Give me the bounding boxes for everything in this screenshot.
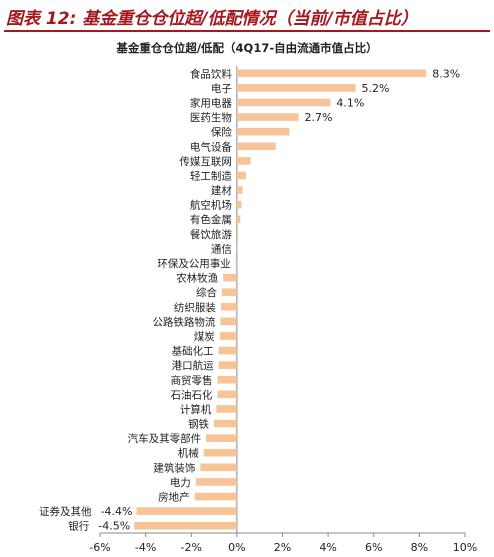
category-label: 家用电器 bbox=[190, 96, 232, 109]
bar bbox=[219, 332, 237, 340]
bar bbox=[236, 142, 276, 151]
category-label: 传媒互联网 bbox=[179, 155, 232, 168]
bar bbox=[223, 273, 237, 282]
category-label: 钢铁 bbox=[188, 418, 209, 431]
bar bbox=[218, 361, 237, 369]
x-tick-label: -4% bbox=[135, 541, 156, 554]
bar bbox=[203, 448, 237, 457]
bar bbox=[236, 200, 242, 209]
category-label: 商贸零售 bbox=[170, 374, 212, 387]
bar bbox=[134, 521, 237, 530]
category-label: 基础化工 bbox=[172, 345, 214, 358]
chart-title: 基金重仓仓位超/低配（4Q17-自由流通市值占比） bbox=[116, 41, 378, 55]
bar bbox=[235, 259, 237, 267]
bar bbox=[214, 419, 237, 428]
data-label: 8.3% bbox=[432, 67, 460, 80]
category-label: 电力 bbox=[170, 476, 191, 489]
figure-title-rule bbox=[4, 30, 490, 32]
bar bbox=[236, 244, 238, 253]
x-tick-label: 10% bbox=[453, 541, 477, 554]
category-label: 建筑装饰 bbox=[153, 461, 195, 474]
bar bbox=[236, 157, 251, 165]
bar bbox=[200, 463, 237, 472]
category-label: 电子 bbox=[211, 82, 232, 95]
bar bbox=[220, 317, 237, 326]
category-label: 食品饮料 bbox=[190, 67, 232, 80]
x-tick-label: 0% bbox=[228, 541, 245, 554]
bar bbox=[236, 186, 243, 194]
x-tick-label: 6% bbox=[365, 541, 382, 554]
category-label: 轻工制造 bbox=[190, 169, 232, 182]
x-tick-label: 2% bbox=[274, 541, 291, 554]
category-label: 餐饮旅游 bbox=[190, 228, 232, 241]
category-label: 银行 bbox=[68, 520, 89, 533]
data-label: 4.1% bbox=[336, 96, 364, 109]
category-label: 证券及其他 bbox=[39, 505, 92, 518]
category-label: 电气设备 bbox=[190, 140, 232, 153]
bar bbox=[236, 171, 246, 180]
bar bbox=[217, 375, 237, 384]
category-label: 医药生物 bbox=[190, 111, 232, 124]
category-label: 环保及公用事业 bbox=[157, 257, 231, 270]
x-tick-label: 4% bbox=[319, 541, 336, 554]
category-label: 建材 bbox=[211, 184, 232, 197]
bar bbox=[217, 390, 237, 399]
bar bbox=[236, 98, 331, 107]
category-label: 公路铁路物流 bbox=[152, 315, 215, 328]
bar bbox=[218, 346, 237, 355]
category-label: 纺织服装 bbox=[174, 301, 216, 314]
category-label: 综合 bbox=[196, 286, 217, 299]
x-tick-label: -6% bbox=[89, 541, 110, 554]
bar bbox=[216, 405, 237, 413]
bar bbox=[236, 69, 427, 78]
bar bbox=[194, 492, 237, 501]
bar bbox=[236, 215, 241, 224]
bar bbox=[136, 507, 237, 515]
bar bbox=[195, 478, 237, 486]
data-label: 5.2% bbox=[362, 82, 390, 95]
bar bbox=[222, 288, 237, 296]
figure-title: 图表 12: 基金重仓仓位超/低配情况（当前/市值占比） bbox=[6, 9, 418, 29]
bar bbox=[236, 113, 299, 121]
category-label: 有色金属 bbox=[190, 213, 232, 226]
category-label: 保险 bbox=[211, 126, 232, 139]
x-tick-label: 8% bbox=[411, 541, 428, 554]
category-label: 计算机 bbox=[180, 403, 212, 416]
bar bbox=[206, 434, 237, 442]
data-label: -4.4% bbox=[101, 505, 133, 518]
data-label: 2.7% bbox=[304, 111, 332, 124]
category-label: 航空机场 bbox=[190, 199, 232, 212]
bar bbox=[236, 84, 356, 92]
bar bbox=[220, 303, 237, 311]
bar bbox=[236, 230, 239, 238]
bar bbox=[236, 127, 290, 136]
x-tick-label: -2% bbox=[181, 541, 202, 554]
category-label: 煤炭 bbox=[194, 330, 215, 343]
category-label: 房地产 bbox=[158, 491, 190, 504]
category-label: 汽车及其零部件 bbox=[128, 432, 202, 445]
category-label: 港口航运 bbox=[172, 359, 214, 372]
category-label: 石油石化 bbox=[170, 388, 212, 401]
category-label: 农林牧渔 bbox=[176, 272, 218, 285]
data-label: -4.5% bbox=[98, 520, 130, 533]
category-label: 通信 bbox=[211, 243, 232, 255]
category-label: 机械 bbox=[178, 447, 199, 460]
figure-header: 图表 12: 基金重仓仓位超/低配情况（当前/市值占比） bbox=[0, 0, 494, 34]
